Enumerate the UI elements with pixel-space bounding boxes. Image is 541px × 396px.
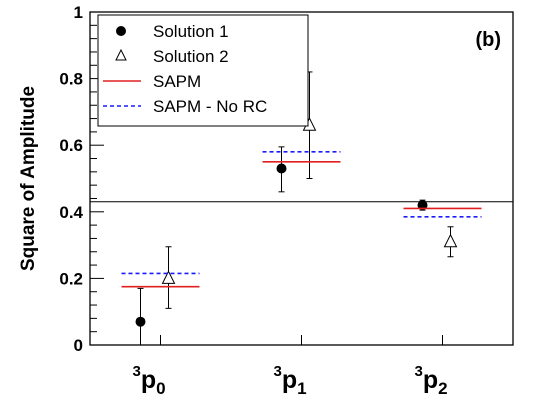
solution-1-point bbox=[417, 200, 428, 211]
plot-marks bbox=[121, 71, 482, 346]
legend-label: Solution 1 bbox=[153, 22, 229, 41]
y-tick-label: 0.6 bbox=[59, 136, 83, 155]
legend-label: SAPM bbox=[153, 72, 201, 91]
legend-label: Solution 2 bbox=[153, 47, 229, 66]
solution-2-point bbox=[161, 270, 176, 284]
solution-1-point bbox=[135, 316, 146, 327]
plot-axes: 0 0.2 0.4 0.6 0.8 1 3p0 3p1 3p2 bbox=[59, 3, 514, 396]
legend: Solution 1 Solution 2 SAPM SAPM - No RC bbox=[97, 14, 309, 127]
x-tick-label: 3p0 bbox=[133, 363, 166, 396]
panel-label: (b) bbox=[475, 29, 501, 51]
y-tick-label: 0.2 bbox=[59, 269, 83, 288]
solution-1-point bbox=[276, 163, 287, 174]
y-tick-label: 0.8 bbox=[59, 70, 83, 89]
legend-open-triangle-symbol bbox=[115, 48, 127, 61]
x-tick-label: 3p1 bbox=[274, 363, 307, 396]
x-tick-label: 3p2 bbox=[415, 363, 448, 396]
y-tick-label: 0 bbox=[74, 336, 83, 355]
legend-filled-circle-symbol bbox=[116, 26, 126, 36]
legend-box bbox=[97, 14, 309, 127]
y-tick-label: 1 bbox=[74, 3, 83, 22]
y-tick-label: 0.4 bbox=[59, 203, 83, 222]
solution-2-point bbox=[443, 233, 458, 248]
y-axis-title: Square of Amplitude bbox=[18, 86, 39, 271]
legend-label: SAPM - No RC bbox=[153, 97, 267, 116]
